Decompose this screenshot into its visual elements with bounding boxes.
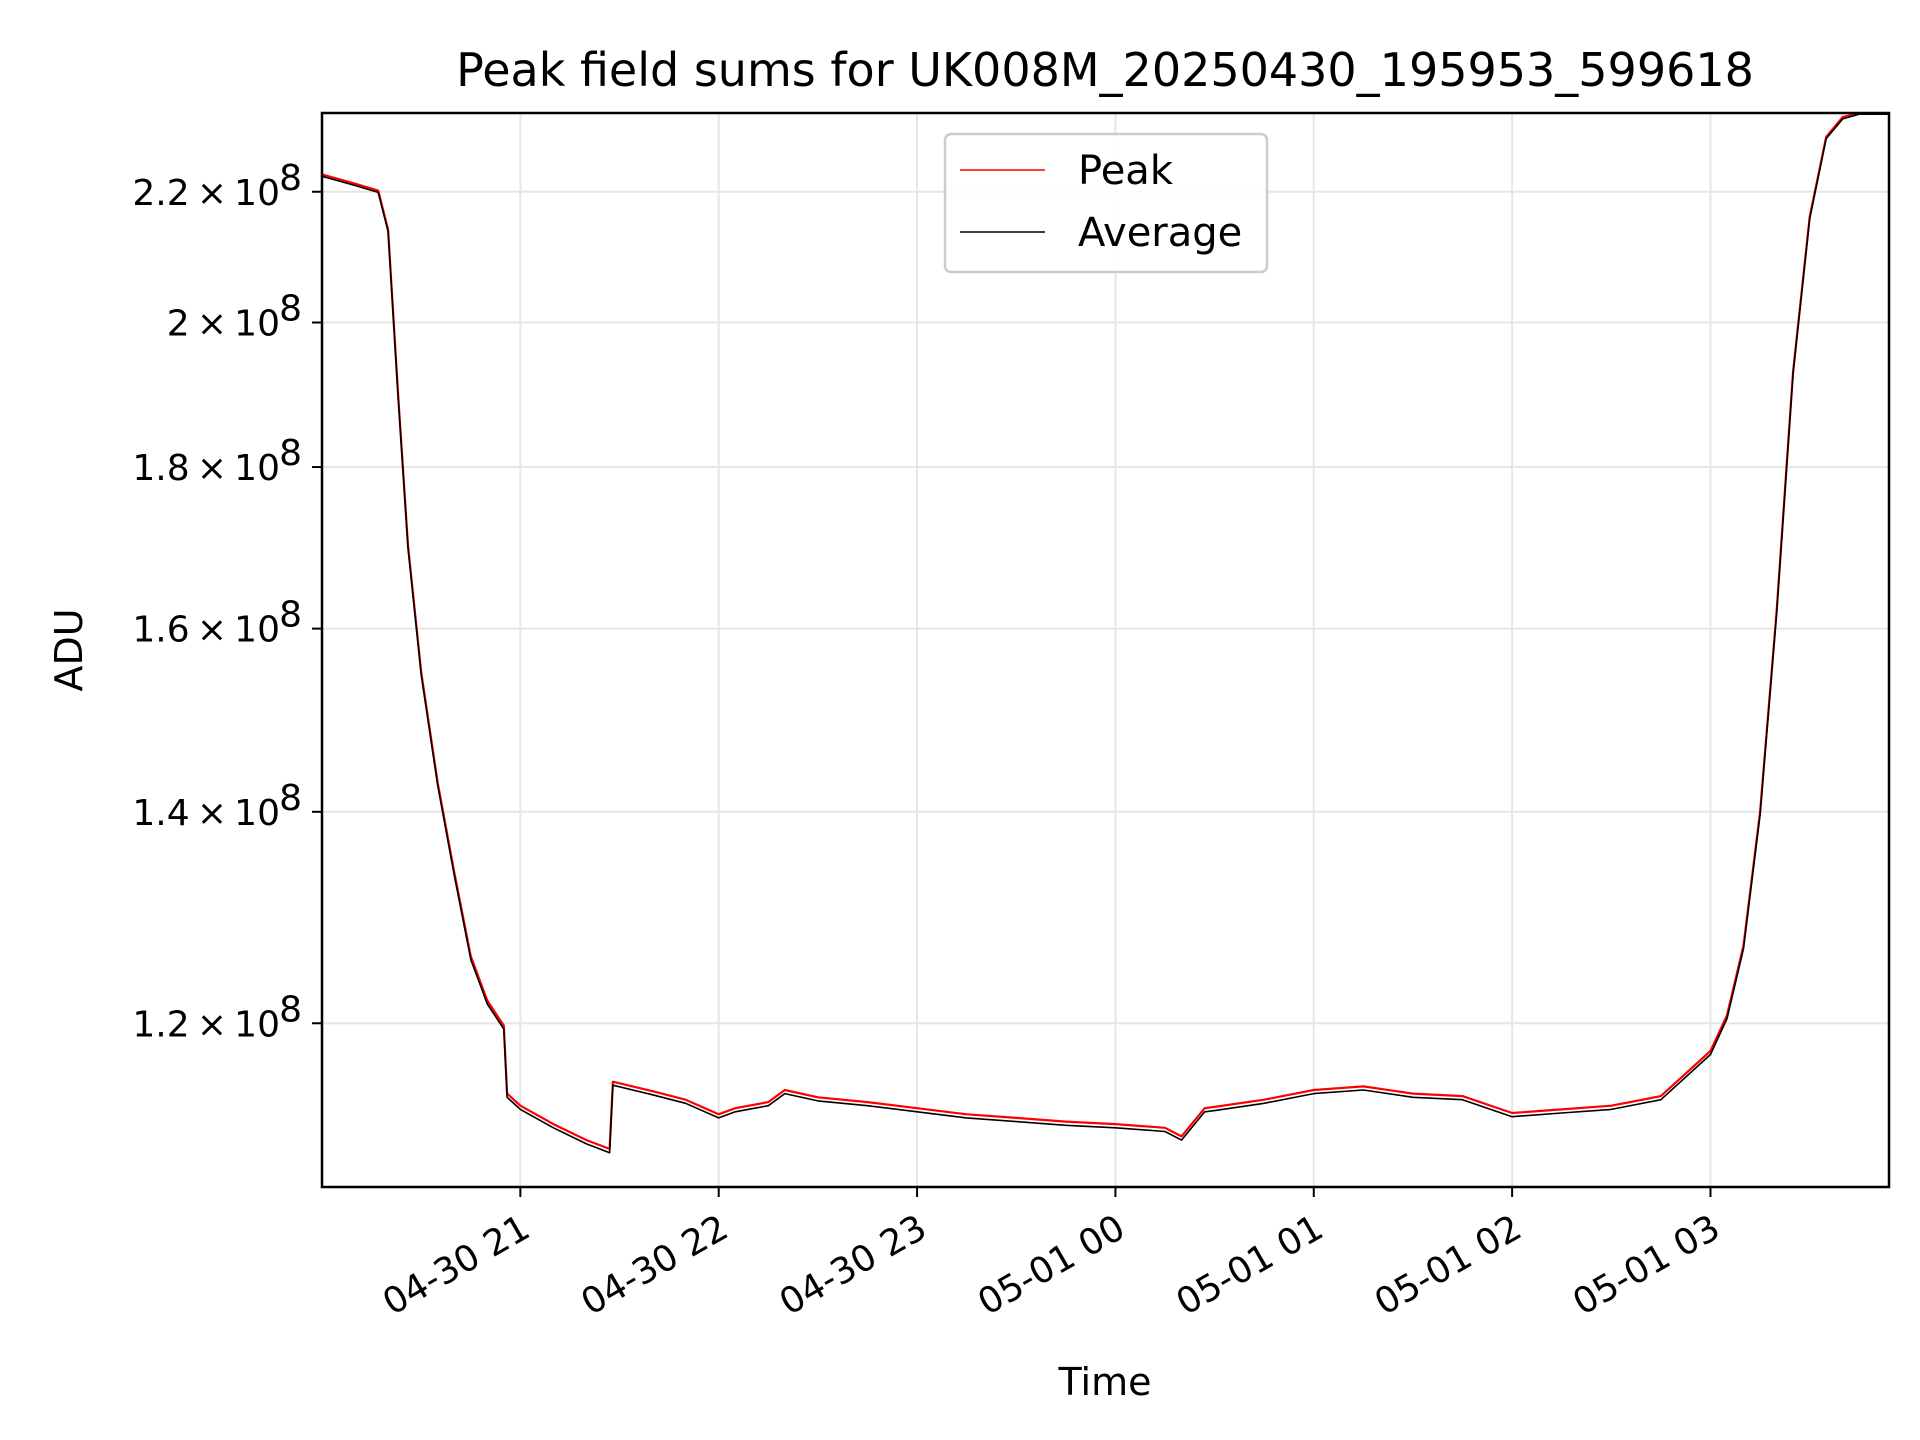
y-tick-label-exponent: 8 [279, 595, 302, 636]
legend-box [943, 132, 1269, 274]
y-tick-label-base: 1.2 × 10 [132, 1004, 280, 1045]
y-tick-label: 1.6 × 10 8 [132, 595, 302, 651]
plot-frame [320, 111, 1891, 1189]
y-axis-ticks: 1.2 × 10 81.4 × 10 81.6 × 10 81.8 × 10 82 × … [132, 158, 322, 1045]
series-layer [322, 113, 1889, 1154]
y-tick-label-exponent: 8 [279, 433, 302, 474]
chart-title: Peak field sums for UK008M_20250430_1959… [456, 43, 1754, 97]
legend-label-average: Average [1078, 210, 1242, 256]
y-tick-label: 1.8 × 10 8 [132, 433, 302, 489]
y-tick-label-exponent: 8 [279, 989, 302, 1030]
y-tick-label-base: 1.6 × 10 [132, 610, 280, 651]
y-tick-label-exponent: 8 [279, 289, 302, 330]
legend-label-peak: Peak [1078, 148, 1174, 194]
y-tick-label-base: 2.2 × 10 [132, 173, 280, 214]
y-tick-label: 2.2 × 10 8 [132, 158, 302, 214]
legend: Peak Average [943, 132, 1269, 274]
y-tick-label: 2 × 10 8 [167, 289, 302, 345]
y-tick-label-exponent: 8 [279, 158, 302, 199]
y-tick-label-base: 1.4 × 10 [132, 793, 280, 834]
y-tick-label: 1.2 × 10 8 [132, 989, 302, 1045]
y-tick-label-base: 2 × 10 [167, 304, 280, 345]
plot-area [322, 113, 1889, 1154]
x-axis-label: Time [1058, 1360, 1152, 1404]
y-tick-label: 1.4 × 10 8 [132, 778, 302, 834]
y-tick-label-exponent: 8 [279, 778, 302, 819]
series-line-average [322, 113, 1889, 1154]
grid [322, 113, 1889, 1187]
y-tick-label-base: 1.8 × 10 [132, 448, 280, 489]
y-axis-label: ADU [47, 608, 91, 691]
